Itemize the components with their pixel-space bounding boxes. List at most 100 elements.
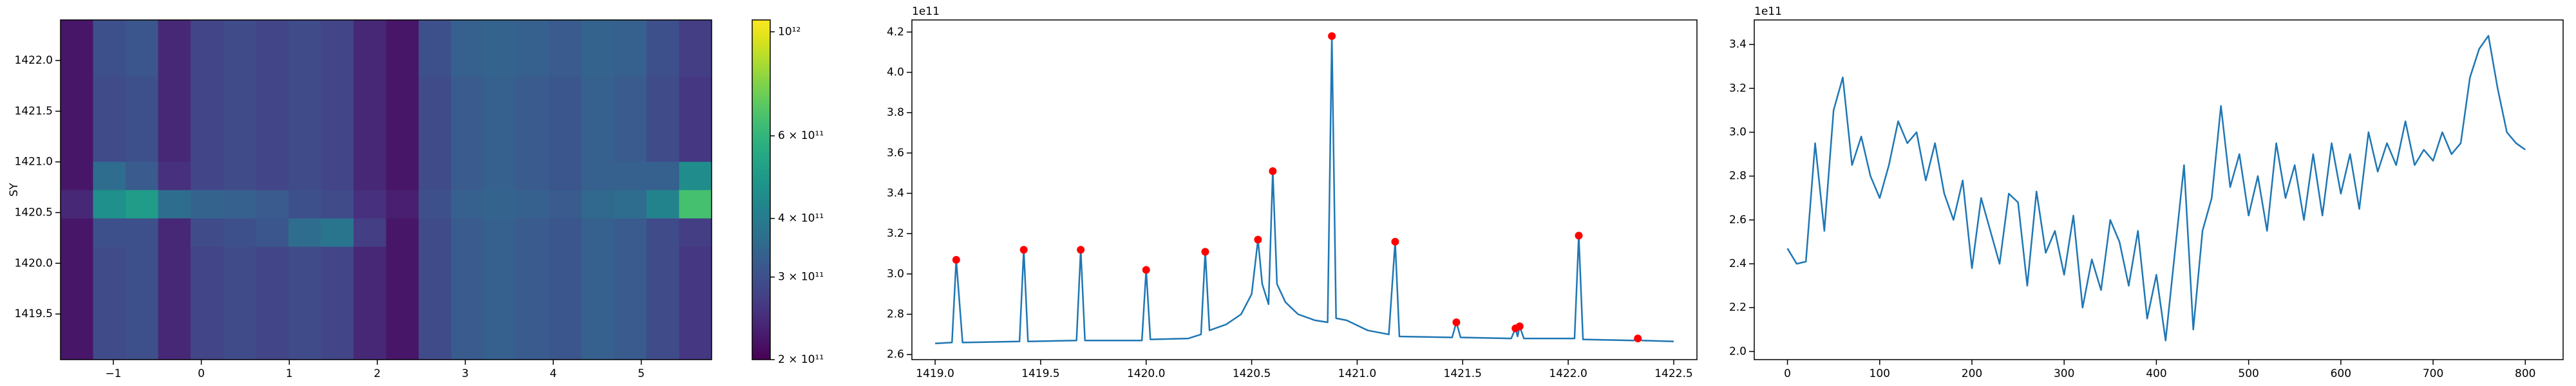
y-tick-label: 2.6 xyxy=(887,348,904,361)
heatmap-cell xyxy=(321,161,354,190)
data-line xyxy=(1786,35,2526,342)
heatmap-cell xyxy=(61,133,94,162)
heatmap-cell xyxy=(126,20,159,49)
heatmap-cell xyxy=(256,105,289,134)
colorbar-tick-label: 6 × 10¹¹ xyxy=(778,129,824,142)
heatmap-cell xyxy=(61,246,94,275)
heatmap-cell xyxy=(321,48,354,77)
heatmap-cell xyxy=(614,77,647,106)
heatmap-cell xyxy=(549,218,582,247)
heatmap-cell xyxy=(419,20,452,49)
heatmap-cell xyxy=(93,331,126,360)
x-tick-label: 1421.5 xyxy=(1444,367,1482,380)
heatmap-cell xyxy=(93,161,126,190)
heatmap-cell xyxy=(484,218,517,247)
heatmap-cell xyxy=(223,275,256,304)
heatmap-cell xyxy=(93,20,126,49)
heatmap-cell xyxy=(321,275,354,304)
heatmap-cell xyxy=(646,48,679,77)
heatmap-cell xyxy=(516,161,549,190)
heatmap-cell xyxy=(126,77,159,106)
heatmap-cell xyxy=(679,218,712,247)
y-tick-label: 3.0 xyxy=(1729,126,1747,139)
peak-marker xyxy=(1201,248,1209,256)
heatmap-cell xyxy=(484,331,517,360)
y-tick-label: 2.8 xyxy=(887,308,904,320)
heatmap-cell xyxy=(191,246,224,275)
colorbar xyxy=(752,19,771,360)
x-tick-label: 1422.0 xyxy=(1549,367,1587,380)
offset-label: 1e11 xyxy=(1754,5,1782,18)
heatmap-cell xyxy=(614,218,647,247)
heatmap-cell xyxy=(549,331,582,360)
heatmap-cell xyxy=(581,48,614,77)
heatmap-cell xyxy=(321,218,354,247)
heatmap-cell xyxy=(61,77,94,106)
heatmap-cell xyxy=(93,303,126,332)
y-tick-label: 1421.0 xyxy=(15,156,53,169)
heatmap-cell xyxy=(256,20,289,49)
heatmap-cell xyxy=(581,275,614,304)
heatmap-cell xyxy=(516,20,549,49)
heatmap-cell xyxy=(679,190,712,219)
peak-marker xyxy=(1254,235,1262,244)
heatmap-cell xyxy=(516,77,549,106)
y-axis-label: SY xyxy=(8,183,21,197)
x-tick-label: 1420.0 xyxy=(1127,367,1165,380)
heatmap-cell xyxy=(646,331,679,360)
heatmap-cell xyxy=(386,105,419,134)
heatmap-cell xyxy=(353,275,386,304)
heatmap-cell xyxy=(581,161,614,190)
heatmap-cell xyxy=(419,190,452,219)
heatmap-cell xyxy=(386,331,419,360)
heatmap-cell xyxy=(516,275,549,304)
heatmap-cell xyxy=(61,275,94,304)
heatmap-cell xyxy=(126,190,159,219)
heatmap-cell xyxy=(158,246,191,275)
heatmap-cell xyxy=(61,190,94,219)
heatmap-cell xyxy=(419,77,452,106)
heatmap-cell xyxy=(484,275,517,304)
heatmap-cell xyxy=(386,275,419,304)
heatmap-cell xyxy=(419,48,452,77)
heatmap-cell xyxy=(386,246,419,275)
heatmap-cell xyxy=(516,190,549,219)
heatmap-cell xyxy=(614,133,647,162)
heatmap-cell xyxy=(158,275,191,304)
peak-marker xyxy=(1575,232,1583,240)
y-tick-label: 3.4 xyxy=(887,187,904,199)
peak-marker xyxy=(1391,237,1399,246)
peak-marker xyxy=(1077,246,1085,254)
heatmap-cell xyxy=(451,133,484,162)
peak-marker xyxy=(1515,322,1524,331)
heatmap-cell xyxy=(386,161,419,190)
heatmap-cell xyxy=(419,303,452,332)
heatmap-cell xyxy=(223,161,256,190)
heatmap-cell xyxy=(191,105,224,134)
heatmap-cell xyxy=(61,48,94,77)
heatmap-cell xyxy=(288,190,321,219)
heatmap-cell xyxy=(288,161,321,190)
x-tick-label: 800 xyxy=(2515,367,2535,380)
heatmap-cell xyxy=(126,275,159,304)
heatmap-cell xyxy=(353,133,386,162)
heatmap-cell xyxy=(93,218,126,247)
heatmap-cell xyxy=(646,133,679,162)
heatmap-cell xyxy=(191,303,224,332)
heatmap-cell xyxy=(451,77,484,106)
heatmap-cell xyxy=(223,133,256,162)
heatmap-cell xyxy=(93,48,126,77)
heatmap-cell xyxy=(614,275,647,304)
heatmap-cell xyxy=(419,105,452,134)
peak-marker xyxy=(1142,266,1150,274)
heatmap-cell xyxy=(614,331,647,360)
heatmap-cell xyxy=(419,331,452,360)
heatmap-cell xyxy=(646,105,679,134)
y-tick-label: 2.0 xyxy=(1729,345,1747,358)
heatmap-cell xyxy=(256,218,289,247)
heatmap-cell xyxy=(581,133,614,162)
heatmap-cell xyxy=(419,133,452,162)
heatmap-cell xyxy=(61,161,94,190)
x-tick-label: 0 xyxy=(198,367,205,380)
heatmap-cell xyxy=(646,190,679,219)
